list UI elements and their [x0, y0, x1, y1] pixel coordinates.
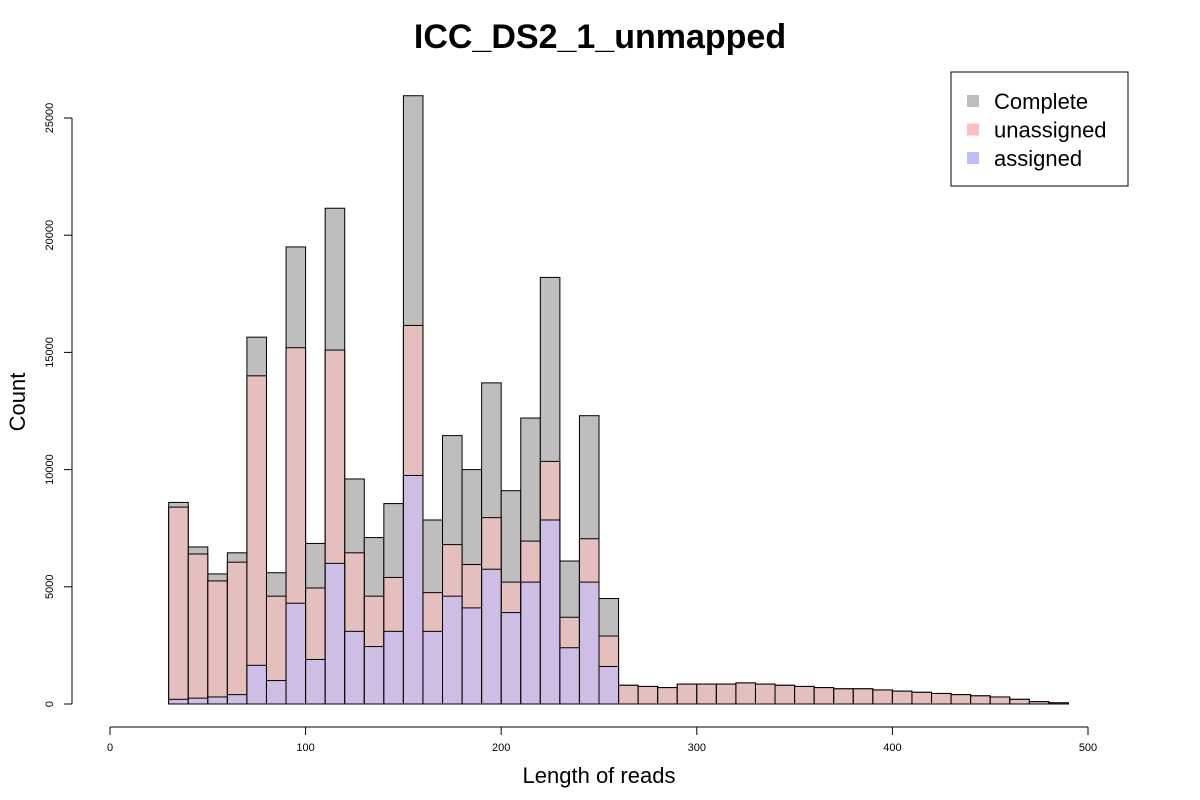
x-tick-label: 500	[1079, 742, 1097, 754]
bar-unassigned-410	[911, 691, 933, 705]
bar-assigned-30	[168, 698, 189, 705]
bar-unassigned-300	[696, 683, 717, 705]
bar-assigned-170	[442, 595, 463, 705]
bar-assigned-70	[246, 664, 267, 705]
x-tick-label: 400	[883, 742, 901, 754]
bar-unassigned-380	[852, 688, 874, 705]
bar-unassigned-370	[833, 688, 854, 705]
bar-unassigned-350	[794, 685, 815, 705]
legend-box	[950, 71, 1129, 187]
bar-assigned-50	[207, 696, 228, 705]
bar-assigned-190	[481, 568, 502, 705]
x-tick-label: 0	[107, 742, 113, 754]
legend-label-assigned: assigned	[994, 146, 1082, 171]
bar-assigned-150	[402, 474, 424, 705]
legend-label-unassigned: unassigned	[994, 118, 1107, 143]
y-tick-label: 15000	[44, 337, 56, 368]
y-tick-label: 5000	[44, 575, 56, 599]
bar-unassigned-460	[1009, 698, 1030, 705]
y-tick-label: 10000	[44, 454, 56, 485]
bar-assigned-80	[265, 680, 287, 705]
legend-swatch-unassigned	[967, 123, 979, 136]
bars-group	[168, 95, 1069, 705]
bar-unassigned-360	[813, 687, 835, 705]
bar-unassigned-260	[618, 684, 639, 705]
x-tick-label: 300	[688, 742, 706, 754]
bar-unassigned-470	[1028, 701, 1050, 705]
bar-assigned-180	[461, 607, 483, 705]
bar-unassigned-280	[657, 687, 678, 705]
legend: Complete unassigned assigned	[950, 71, 1129, 187]
bar-unassigned-430	[950, 694, 972, 705]
bar-unassigned-480	[1048, 702, 1069, 705]
legend-label-Complete: Complete	[994, 89, 1088, 114]
bar-unassigned-60	[226, 561, 248, 705]
bar-assigned-130	[363, 646, 385, 705]
bar-assigned-140	[383, 630, 404, 705]
bar-assigned-200	[500, 612, 522, 705]
bar-unassigned-450	[989, 696, 1011, 705]
y-axis-label: Count	[5, 373, 30, 432]
y-tick-label: 20000	[44, 220, 56, 251]
series-assigned	[168, 474, 620, 705]
bar-unassigned-70	[246, 375, 267, 705]
bar-assigned-100	[305, 658, 326, 705]
chart-title: ICC_DS2_1_unmapped	[414, 18, 786, 56]
y-tick-label: 0	[44, 701, 56, 707]
x-axis: 0 100 200 300 400 500	[107, 726, 1097, 754]
y-tick-label: 25000	[44, 103, 56, 134]
bar-assigned-60	[226, 694, 248, 705]
bar-assigned-220	[539, 519, 561, 705]
bar-unassigned-310	[715, 683, 737, 705]
bar-assigned-160	[422, 630, 444, 705]
x-axis-label: Length of reads	[523, 763, 676, 788]
bar-unassigned-330	[754, 683, 776, 705]
bar-assigned-110	[324, 562, 346, 705]
bar-assigned-90	[285, 602, 307, 705]
bar-assigned-40	[187, 697, 209, 705]
bar-unassigned-420	[931, 692, 952, 705]
x-tick-label: 100	[296, 742, 314, 754]
bar-unassigned-30	[168, 506, 189, 705]
bar-unassigned-270	[637, 685, 659, 705]
bar-assigned-210	[520, 581, 541, 705]
bar-assigned-250	[598, 665, 620, 705]
legend-swatch-assigned	[967, 152, 979, 164]
bar-unassigned-50	[207, 580, 228, 705]
bar-unassigned-290	[676, 683, 698, 705]
x-tick-label: 200	[492, 742, 510, 754]
bar-unassigned-320	[735, 682, 756, 705]
legend-swatch-Complete	[967, 95, 979, 107]
bar-unassigned-40	[187, 553, 209, 705]
bar-assigned-240	[578, 581, 600, 705]
y-axis: 0 5000 10000 15000 20000 25000	[44, 103, 73, 707]
bar-unassigned-390	[872, 689, 893, 705]
bar-assigned-120	[344, 630, 365, 705]
bar-unassigned-400	[891, 690, 913, 705]
bar-assigned-230	[559, 647, 580, 705]
bar-unassigned-340	[774, 684, 796, 705]
bar-unassigned-440	[970, 695, 991, 705]
